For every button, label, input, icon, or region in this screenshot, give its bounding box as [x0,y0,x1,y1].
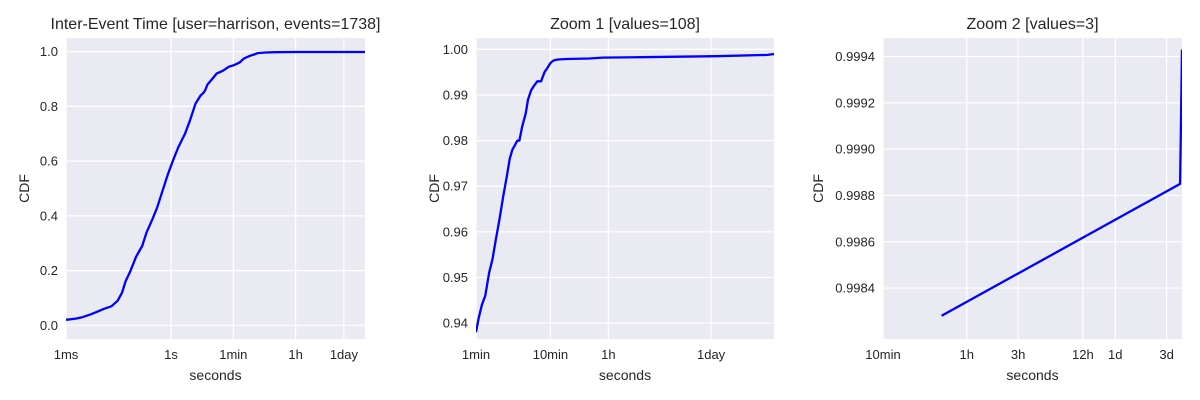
y-tick-label: 0.4 [40,208,58,223]
panel-2: 1min 10min 1h 1day 0.94 0.95 0.96 0.97 0.98 0.99 1… [426,16,774,383]
x-tick-label: 3h [1011,347,1025,362]
x-tick-label: 1ms [54,347,79,362]
cdf-series-line [476,52,774,333]
y-tick-label: 0.9992 [835,95,875,110]
x-tick-label: 1s [164,347,178,362]
y-tick-label: 0.9986 [835,234,875,249]
x-axis-label: seconds [1006,367,1058,383]
y-tick-label: 0.9994 [835,49,875,64]
y-tick-label: 0.9984 [835,281,875,296]
plot-area [476,38,774,339]
y-tick-label: 0.0 [40,318,58,333]
x-tick-label: 1d [1108,347,1122,362]
panel-1: 1ms 1s 1min 1h 1day 0.0 0.2 0.4 0.6 0.8 1.0 Inter-E… [16,16,380,383]
y-tick-label: 0.2 [40,263,58,278]
plot-area [883,38,1182,339]
x-tick-label: 1day [330,347,359,362]
y-tick-label: 0.94 [443,316,468,331]
y-tick-label: 0.98 [443,133,468,148]
y-tick-label: 0.99 [443,88,468,103]
y-tick-label: 0.95 [443,270,468,285]
x-tick-label: 1h [960,347,974,362]
chart-title: Zoom 1 [values=108] [550,16,700,33]
x-tick-label: 1min [219,347,247,362]
y-tick-label: 0.8 [40,99,58,114]
x-tick-label: 1h [601,347,615,362]
chart-title: Inter-Event Time [user=harrison, events=… [51,16,381,33]
x-tick-label: 1min [462,347,490,362]
y-tick-label: 0.97 [443,179,468,194]
x-tick-label: 1day [697,347,726,362]
cdf-series-line [941,49,1182,317]
x-tick-label: 12h [1072,347,1094,362]
y-tick-label: 1.0 [40,44,58,59]
x-tick-label: 10min [865,347,900,362]
x-tick-label: 1h [288,347,302,362]
y-tick-label: 1.00 [443,42,468,57]
chart-title: Zoom 2 [values=3] [966,16,1098,33]
y-tick-label: 0.96 [443,224,468,239]
y-axis-label: CDF [810,174,826,203]
x-tick-label: 10min [533,347,568,362]
x-axis-label: seconds [599,367,651,383]
y-tick-label: 0.6 [40,154,58,169]
plot-area [66,38,365,339]
y-tick-label: 0.9988 [835,188,875,203]
y-axis-label: CDF [426,174,442,203]
x-tick-label: 3d [1159,347,1173,362]
cdf-series-line [66,50,365,321]
y-axis-label: CDF [16,174,32,203]
y-tick-label: 0.9990 [835,142,875,157]
panel-3: 10min 1h 3h 12h 1d 3d 0.9984 0.9986 0.9988 0.9990… [810,16,1182,383]
x-axis-label: seconds [189,367,241,383]
